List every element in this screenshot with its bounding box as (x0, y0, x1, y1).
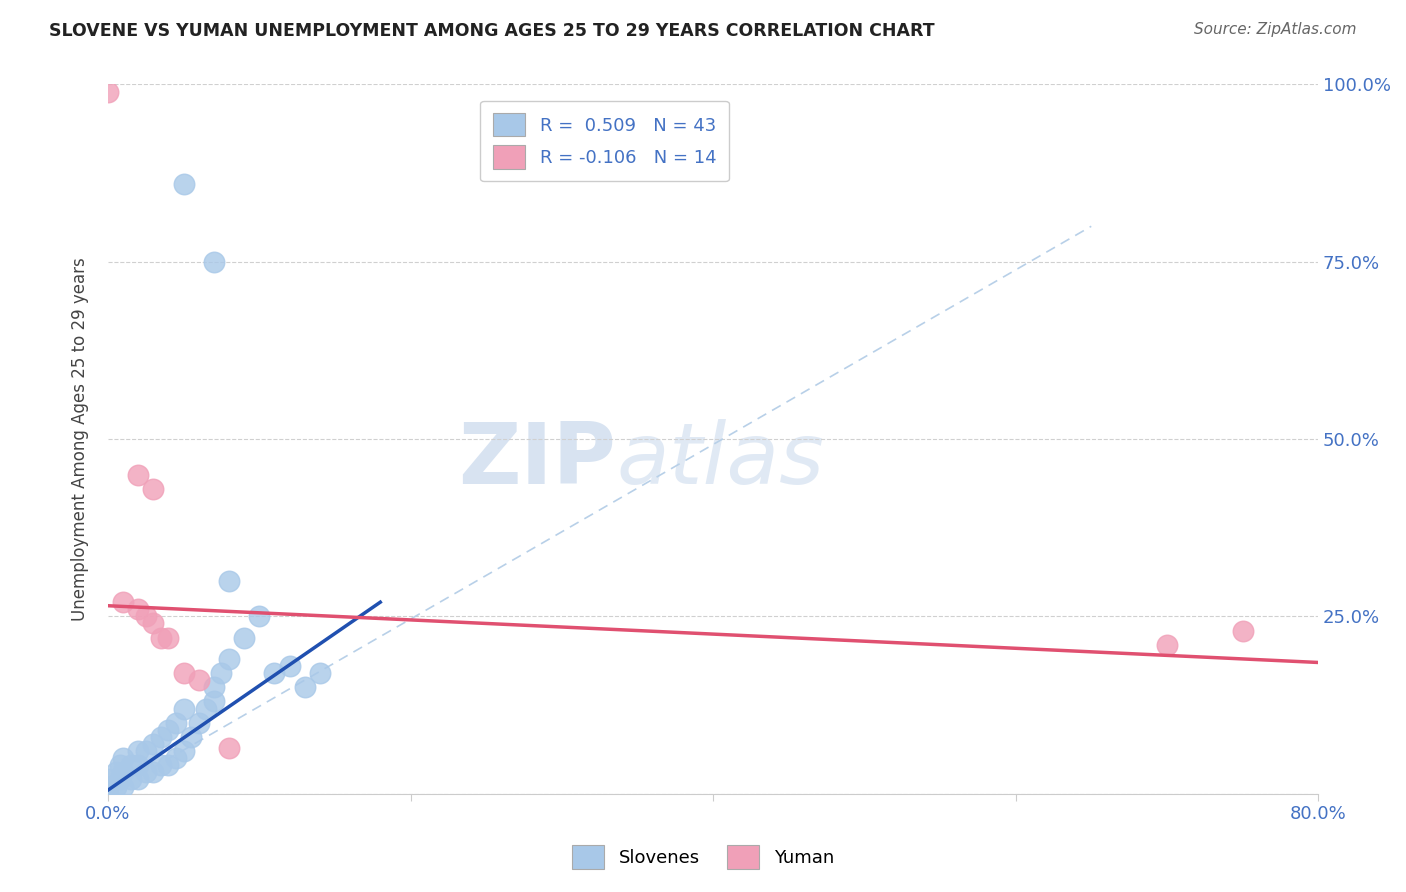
Point (127, 467, 149, 482)
Point (120, 758, 142, 772)
Point (294, 681, 316, 695)
Point (108, 758, 131, 772)
Point (157, 758, 180, 772)
Point (173, 701, 195, 715)
Point (209, 666, 232, 681)
Point (120, 772, 142, 787)
Point (112, 780, 135, 794)
Point (127, 758, 149, 772)
Point (202, 254, 225, 268)
Legend: R =  0.509   N = 43, R = -0.106   N = 14: R = 0.509 N = 43, R = -0.106 N = 14 (479, 101, 728, 181)
Point (112, 751, 135, 765)
Point (173, 177, 195, 191)
Point (142, 616, 165, 631)
Point (247, 609, 270, 624)
Point (1156, 638, 1178, 652)
Point (195, 701, 218, 715)
Point (142, 765, 165, 780)
Point (173, 666, 195, 681)
Point (263, 666, 285, 681)
Point (112, 595, 135, 609)
Text: Source: ZipAtlas.com: Source: ZipAtlas.com (1194, 22, 1357, 37)
Point (149, 631, 172, 645)
Point (97, 85, 120, 99)
Point (173, 744, 195, 758)
Text: ZIP: ZIP (458, 419, 616, 502)
Point (135, 744, 157, 758)
Point (1232, 624, 1254, 638)
Text: SLOVENE VS YUMAN UNEMPLOYMENT AMONG AGES 25 TO 29 YEARS CORRELATION CHART: SLOVENE VS YUMAN UNEMPLOYMENT AMONG AGES… (49, 22, 935, 40)
Point (187, 715, 209, 730)
Point (202, 681, 225, 695)
Point (135, 609, 157, 624)
Point (149, 730, 172, 744)
Point (202, 694, 225, 708)
Y-axis label: Unemployment Among Ages 25 to 29 years: Unemployment Among Ages 25 to 29 years (72, 257, 89, 621)
Point (97, 787, 120, 801)
Point (97, 780, 120, 794)
Point (127, 602, 149, 616)
Point (112, 765, 135, 780)
Text: atlas: atlas (616, 419, 824, 502)
Point (218, 652, 240, 666)
Point (97, 772, 120, 787)
Point (187, 673, 209, 688)
Point (180, 730, 202, 744)
Point (165, 751, 187, 765)
Point (157, 631, 180, 645)
Point (127, 772, 149, 787)
Point (108, 772, 131, 787)
Point (142, 482, 165, 496)
Point (135, 765, 157, 780)
Point (165, 715, 187, 730)
Point (104, 765, 127, 780)
Point (233, 631, 256, 645)
Point (308, 666, 330, 681)
Point (142, 737, 165, 751)
Point (127, 744, 149, 758)
Point (157, 723, 180, 737)
Point (104, 780, 127, 794)
Point (149, 758, 172, 772)
Point (218, 740, 240, 755)
Legend: Slovenes, Yuman: Slovenes, Yuman (565, 838, 841, 876)
Point (218, 574, 240, 588)
Point (278, 659, 301, 673)
